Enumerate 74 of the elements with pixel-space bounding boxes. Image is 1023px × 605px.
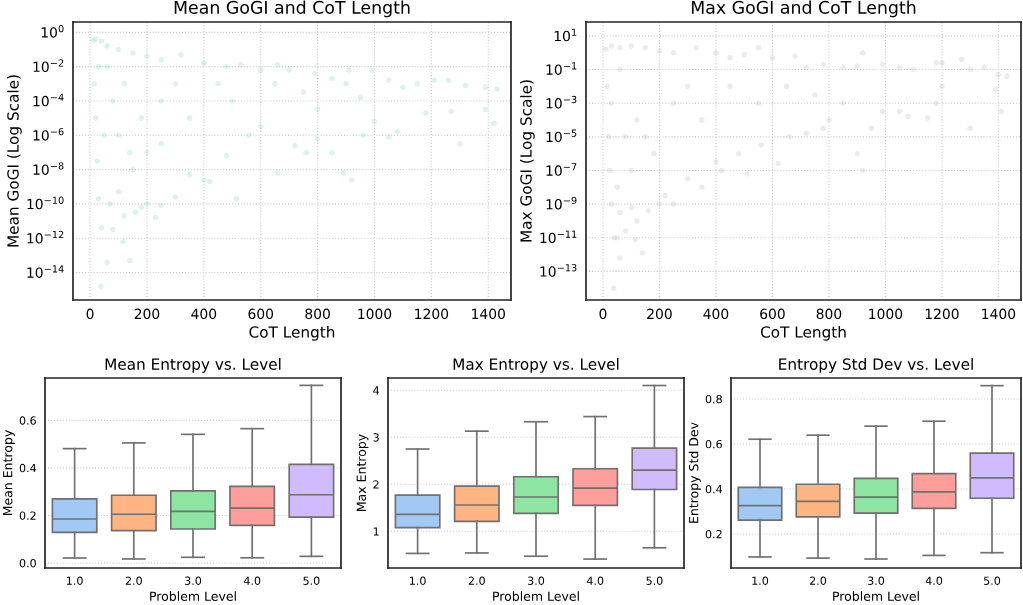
y-tick-label: 10$^{−5}$ (546, 129, 577, 143)
y-tick-label: 10$^{−2}$ (33, 59, 64, 73)
x-tick-label: 5.0 (646, 576, 663, 585)
chart-title: Entropy Std Dev vs. Level (779, 358, 973, 373)
y-tick-label: 0.4 (19, 463, 37, 473)
x-axis-title: Problem Level (150, 591, 236, 601)
x-tick-label: 200 (134, 308, 160, 320)
y-tick-label: 10$^{−11}$ (540, 230, 577, 244)
chart-title: Max Entropy vs. Level (453, 358, 619, 373)
y-axis-title: Mean Entropy (3, 430, 15, 516)
y-tick-label: 0.6 (19, 416, 36, 425)
x-tick-label: 1.0 (66, 576, 83, 585)
x-tick-label: 0 (86, 308, 94, 320)
x-tick-label: 600 (760, 308, 785, 320)
y-axis-title: Mean GoGI (Log Scale) (6, 75, 22, 247)
y-tick-label: 0.4 (705, 484, 723, 494)
x-tick-label: 4.0 (586, 576, 604, 585)
x-tick-label: 1.0 (752, 576, 769, 585)
y-tick-label: 3 (373, 433, 379, 442)
x-tick-label: 1.0 (409, 576, 426, 585)
y-tick-label: 4 (373, 386, 380, 395)
y-tick-label: 0.0 (19, 558, 36, 568)
y-axis-title: Entropy Std Dev (688, 422, 701, 523)
x-tick-label: 600 (248, 308, 274, 320)
y-tick-label: 0.6 (705, 439, 722, 449)
x-tick-label: 5.0 (984, 576, 1001, 585)
x-tick-label: 2.0 (125, 576, 142, 585)
x-axis-title: Problem Level (493, 591, 579, 601)
x-tick-label: 1200 (925, 308, 959, 320)
x-tick-label: 0 (599, 308, 607, 320)
x-tick-label: 200 (647, 308, 672, 320)
y-tick-label: 10$^{1}$ (554, 28, 577, 42)
chart-title: Mean Entropy vs. Level (105, 358, 281, 373)
x-tick-label: 800 (305, 308, 330, 320)
chart-title: Max GoGI and CoT Length (691, 0, 916, 18)
y-tick-label: 10$^{−8}$ (33, 162, 64, 175)
x-tick-label: 4.0 (243, 576, 261, 585)
x-tick-label: 3.0 (868, 576, 885, 585)
x-tick-label: 400 (703, 308, 729, 320)
x-axis-title: CoT Length (249, 325, 335, 341)
x-tick-label: 4.0 (925, 576, 943, 585)
x-tick-label: 3.0 (528, 576, 545, 585)
x-tick-label: 1400 (982, 308, 1016, 320)
x-tick-label: 400 (191, 308, 217, 320)
y-axis-title: Max GoGI (Log Scale) (519, 80, 535, 242)
x-axis-title: CoT Length (760, 325, 846, 341)
y-tick-label: 10$^{0}$ (41, 24, 64, 38)
x-tick-label: 2.0 (468, 576, 485, 585)
y-tick-label: 1 (373, 527, 379, 536)
y-tick-label: 10$^{−1}$ (546, 62, 577, 75)
y-tick-label: 10$^{−14}$ (27, 265, 64, 278)
x-axis-title: Problem Level (833, 591, 919, 601)
x-tick-label: 1000 (869, 308, 903, 320)
x-tick-label: 800 (816, 308, 842, 320)
y-tick-label: 0.8 (705, 394, 722, 404)
y-tick-label: 10$^{−7}$ (546, 163, 577, 176)
chart-title: Mean GoGI and CoT Length (174, 0, 410, 18)
y-axis-title: Max Entropy (356, 434, 369, 511)
x-tick-label: 5.0 (303, 576, 320, 585)
y-tick-label: 2 (373, 480, 379, 489)
y-tick-label: 10$^{−10}$ (27, 196, 64, 210)
y-tick-label: 0.2 (705, 529, 722, 539)
y-tick-label: 10$^{−13}$ (540, 264, 577, 277)
y-tick-label: 10$^{−3}$ (546, 95, 577, 109)
x-tick-label: 1200 (415, 308, 449, 320)
x-tick-label: 1000 (358, 308, 392, 320)
y-tick-label: 0.2 (19, 511, 36, 520)
y-tick-label: 10$^{−9}$ (546, 196, 577, 210)
y-tick-label: 10$^{−12}$ (27, 230, 64, 244)
x-tick-label: 1400 (472, 308, 505, 320)
x-tick-label: 3.0 (185, 576, 202, 585)
y-tick-label: 10$^{−4}$ (33, 93, 64, 107)
y-tick-label: 10$^{−6}$ (33, 127, 64, 141)
x-tick-label: 2.0 (809, 576, 827, 585)
